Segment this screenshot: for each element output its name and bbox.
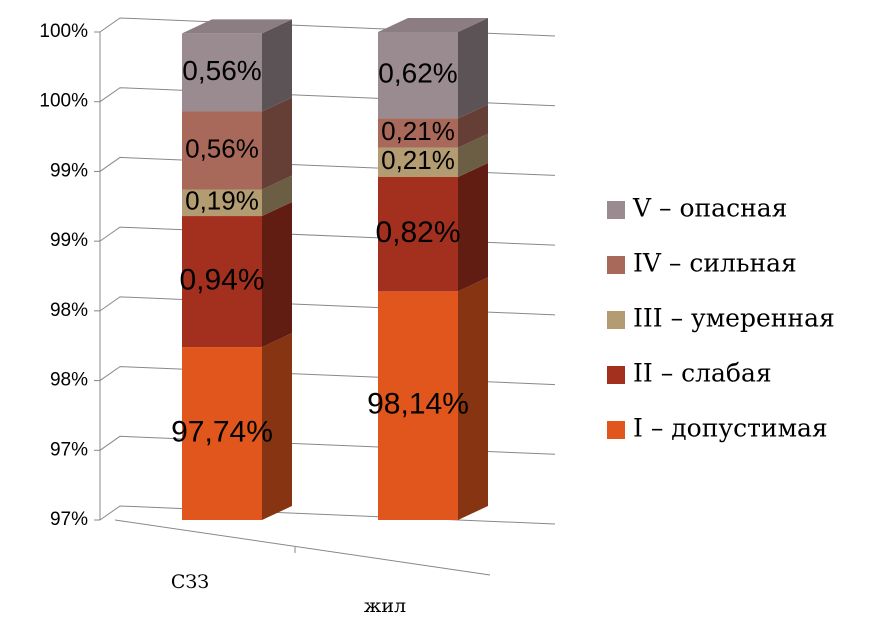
bar-segment (182, 347, 262, 520)
data-label: 98,14% (367, 388, 469, 421)
floor-edge (114, 519, 491, 576)
bar-segment (182, 216, 262, 348)
legend-label: II – слабая (633, 359, 772, 388)
legend-swatch (607, 366, 625, 384)
bar-side (262, 97, 292, 190)
y-tick-label: 99% (50, 230, 88, 251)
y-tick-label: 97% (50, 509, 88, 530)
x-tick-label: СЗЗ (171, 571, 209, 593)
data-label: 0,56% (185, 133, 259, 163)
x-tick-label: жил (364, 595, 406, 613)
legend-label: IV – сильная (633, 249, 797, 278)
bar-top (182, 19, 292, 34)
bar-side (458, 133, 488, 178)
bar-segment (182, 189, 262, 217)
bar-side (262, 19, 292, 112)
bar-segment (378, 291, 458, 520)
y-tick-label: 100% (39, 21, 88, 42)
bar-segment (182, 33, 262, 112)
bar-segment (378, 118, 458, 148)
y-tick-label: 98% (50, 370, 88, 391)
data-label: 0,94% (179, 263, 264, 296)
data-label: 0,21% (381, 145, 455, 175)
bar-side (458, 18, 488, 119)
bar-side (458, 163, 488, 292)
data-label: 0,19% (185, 186, 259, 216)
legend-swatch (607, 311, 625, 329)
bar-side (458, 104, 488, 148)
y-tick-label: 98% (50, 300, 88, 321)
bar-segment (378, 32, 458, 119)
legend-swatch (607, 201, 625, 219)
bar-segment (378, 147, 458, 178)
data-label: 0,21% (381, 116, 455, 146)
y-tick-label: 99% (50, 160, 88, 181)
bar-side (262, 202, 292, 348)
data-label: 0,62% (378, 58, 457, 89)
y-tick-label: 100% (39, 91, 88, 112)
bar-side (458, 277, 488, 520)
legend-label: V – опасная (632, 194, 787, 223)
bar-segment (182, 111, 262, 190)
data-label: 97,74% (171, 415, 273, 448)
legend-swatch (607, 256, 625, 274)
bar-top (378, 18, 488, 32)
bar-segment (378, 177, 458, 292)
data-label: 0,56% (182, 55, 261, 86)
legend-swatch (607, 421, 625, 439)
grid-line (99, 505, 556, 525)
bar-side (262, 175, 292, 217)
legend-label: III – умеренная (633, 304, 835, 333)
legend-label: I – допустимая (633, 414, 828, 443)
bar-side (262, 333, 292, 520)
data-label: 0,82% (375, 216, 460, 249)
y-tick-label: 97% (50, 439, 88, 460)
